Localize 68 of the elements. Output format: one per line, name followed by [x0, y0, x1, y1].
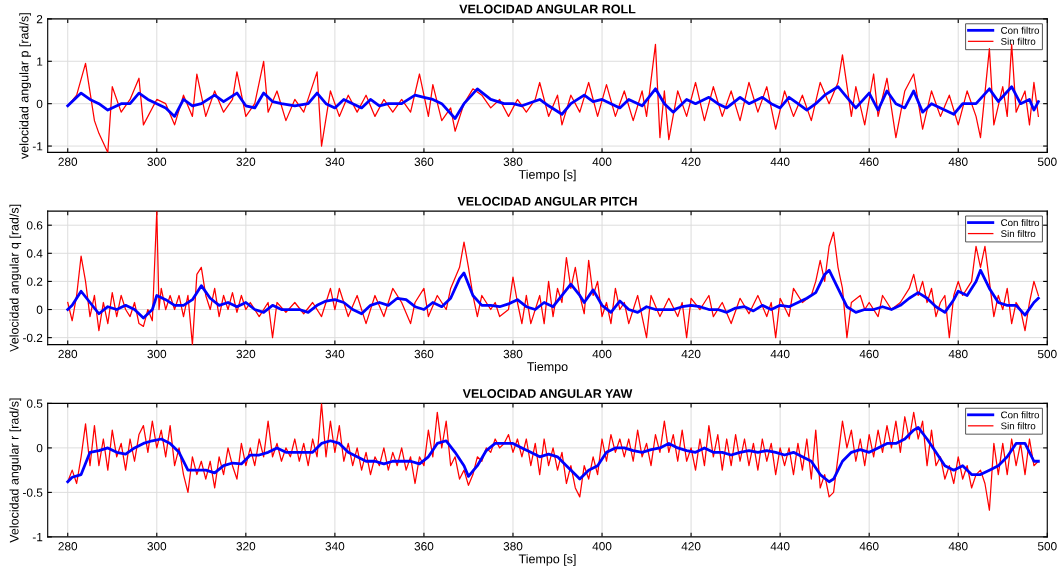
- x-tick-label: 300: [147, 542, 167, 551]
- x-tick-label: 480: [948, 157, 968, 166]
- x-tick-label: 360: [414, 157, 434, 166]
- x-tick-label: 380: [503, 542, 523, 551]
- chart-title: VELOCIDAD ANGULAR YAW: [462, 389, 633, 398]
- legend-label: Con filtro: [1001, 411, 1040, 419]
- x-tick-label: 340: [325, 542, 345, 551]
- line-series: [66, 85, 1040, 120]
- x-tick-label: 420: [681, 349, 701, 359]
- line-series: [67, 211, 1040, 345]
- x-tick-label: 460: [859, 542, 879, 551]
- x-tick-label: 440: [770, 349, 790, 359]
- x-tick-label: 500: [1037, 349, 1057, 359]
- y-tick-label: 0: [36, 99, 43, 109]
- legend-label: Sin filtro: [1001, 229, 1036, 238]
- legend-label: Sin filtro: [1001, 37, 1036, 45]
- x-tick-label: 400: [592, 157, 612, 166]
- x-tick-label: 300: [147, 349, 167, 359]
- legend-label: Con filtro: [1001, 218, 1040, 227]
- legend-label: Sin filtro: [1001, 422, 1036, 430]
- x-tick-label: 440: [770, 542, 790, 551]
- x-tick-label: 280: [58, 157, 78, 166]
- y-tick-label: -0.2: [23, 333, 43, 343]
- x-tick-label: 460: [859, 349, 879, 359]
- y-axis-title: velocidad angular p [rad/s]: [19, 13, 31, 159]
- chart-title: VELOCIDAD ANGULAR PITCH: [457, 196, 637, 206]
- x-tick-label: 420: [681, 542, 701, 551]
- x-tick-label: 360: [414, 349, 434, 359]
- x-tick-label: 280: [58, 349, 78, 359]
- x-tick-label: 320: [236, 157, 256, 166]
- x-tick-label: 320: [236, 349, 256, 359]
- line-series: [67, 403, 1040, 511]
- x-axis-title: Tiempo: [527, 361, 568, 374]
- y-tick-label: 0: [36, 305, 43, 314]
- x-tick-label: 500: [1037, 157, 1057, 166]
- line-series: [66, 268, 1040, 320]
- legend-label: Con filtro: [1001, 26, 1040, 34]
- chart-title: VELOCIDAD ANGULAR ROLL: [459, 4, 636, 14]
- y-tick-label: 0.6: [26, 221, 43, 230]
- x-tick-label: 280: [58, 542, 78, 551]
- y-tick-label: -1: [32, 533, 43, 542]
- y-tick-label: -1: [32, 142, 43, 151]
- x-axis-title: Tiempo [s]: [518, 169, 576, 182]
- y-tick-label: 2: [36, 14, 43, 24]
- y-tick-label: 0.2: [26, 277, 43, 286]
- x-tick-label: 380: [503, 157, 523, 166]
- x-tick-label: 340: [325, 349, 345, 359]
- x-tick-label: 460: [859, 157, 879, 166]
- x-tick-label: 340: [325, 157, 345, 166]
- x-tick-label: 380: [503, 349, 523, 359]
- x-tick-label: 480: [948, 349, 968, 359]
- x-tick-label: 360: [414, 542, 434, 551]
- y-axis-title: Velocidad angular q [rad/s]: [9, 204, 22, 352]
- x-tick-label: 320: [236, 542, 256, 551]
- y-tick-label: 1: [37, 57, 43, 66]
- y-tick-label: 0.5: [26, 399, 43, 408]
- y-axis-title: Velocidad angular r [rad/s]: [9, 398, 22, 543]
- x-tick-label: 500: [1037, 542, 1057, 551]
- x-tick-label: 400: [592, 349, 612, 359]
- x-axis-title: Tiempo [s]: [518, 554, 576, 566]
- x-tick-label: 480: [948, 542, 968, 551]
- x-tick-label: 400: [592, 542, 612, 551]
- y-tick-label: 0: [36, 443, 43, 453]
- x-tick-label: 440: [770, 157, 790, 166]
- y-tick-label: -0.5: [23, 488, 43, 497]
- x-tick-label: 420: [681, 157, 701, 166]
- x-tick-label: 300: [147, 157, 167, 166]
- y-tick-label: 0.4: [26, 249, 43, 258]
